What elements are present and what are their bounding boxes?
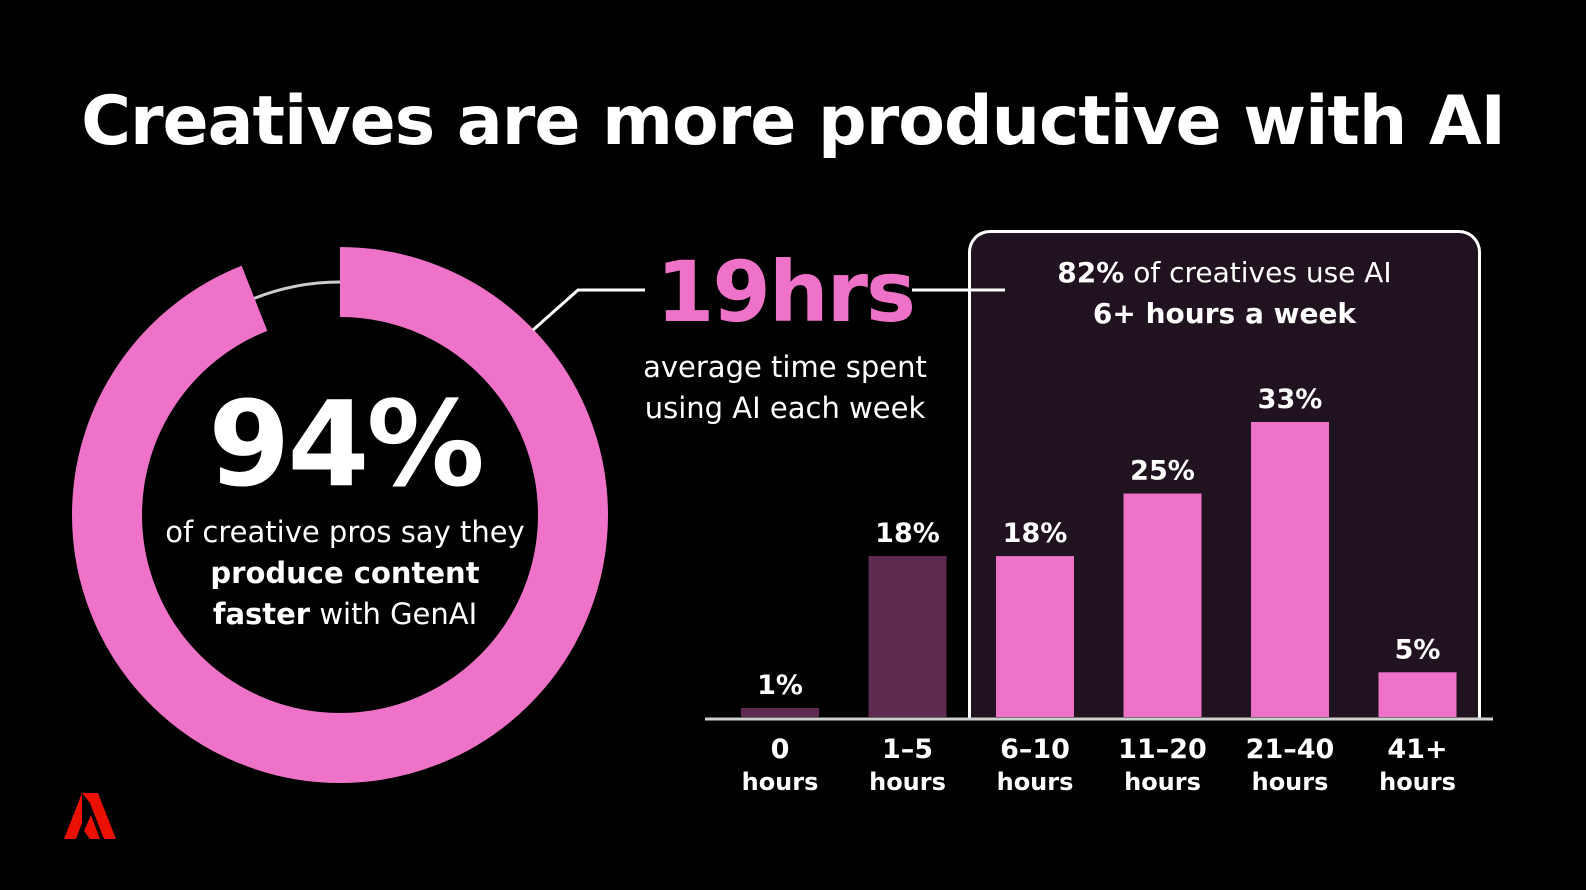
bar-data-label-3: 25% [1130,456,1195,487]
bar-data-label-5: 5% [1395,634,1441,665]
donut-caption-rest: with GenAI [310,597,478,631]
highlight-line1-rest: of creatives use AI [1124,256,1392,289]
highlight-percent: 82% [1057,256,1125,289]
donut-caption-line3: faster with GenAI [130,597,560,631]
x-tick-label-3-0: 11–20 [1118,734,1207,765]
adobe-logo-icon [64,793,116,839]
x-tick-label-1-1: hours [869,768,946,796]
highlight-line2: 6+ hours a week [1092,297,1357,330]
x-tick-label-4-1: hours [1252,768,1329,796]
hours-stat-value: 19hrs [655,243,916,341]
hours-stat-caption-line1: average time spent [643,350,927,384]
bar-data-label-4: 33% [1258,384,1323,415]
donut-caption-bold: faster [212,597,311,631]
donut-value-arc [72,247,608,783]
bar-data-label-0: 1% [757,670,803,701]
bar-0 [741,708,819,717]
bar-4 [1251,422,1329,717]
hours-stat-caption-line2: using AI each week [644,391,926,425]
x-tick-label-3-1: hours [1124,768,1201,796]
x-tick-label-5-1: hours [1379,768,1456,796]
donut-caption-line2: produce content [210,556,480,590]
x-tick-label-2-0: 6–10 [1000,734,1070,765]
page-title: Creatives are more productive with AI [81,82,1506,161]
highlight-line1: 82% of creatives use AI [968,256,1481,289]
donut-percentage: 94% [208,375,484,513]
bar-2 [996,556,1074,717]
bars-group [741,422,1457,717]
bar-1 [868,556,947,717]
x-tick-label-1-0: 1–5 [882,734,933,765]
x-tick-label-0-0: 0 [771,734,790,765]
bar-data-label-2: 18% [1003,518,1068,549]
donut-chart [72,247,608,783]
x-tick-label-0-1: hours [742,768,819,796]
donut-caption-line1: of creative pros say they [165,515,525,549]
bar-data-label-1: 18% [875,518,940,549]
bar-5 [1378,672,1457,717]
x-tick-label-4-0: 21–40 [1246,734,1335,765]
x-tick-label-2-1: hours [997,768,1074,796]
x-tick-label-5-0: 41+ [1387,734,1447,765]
bar-3 [1123,493,1202,717]
